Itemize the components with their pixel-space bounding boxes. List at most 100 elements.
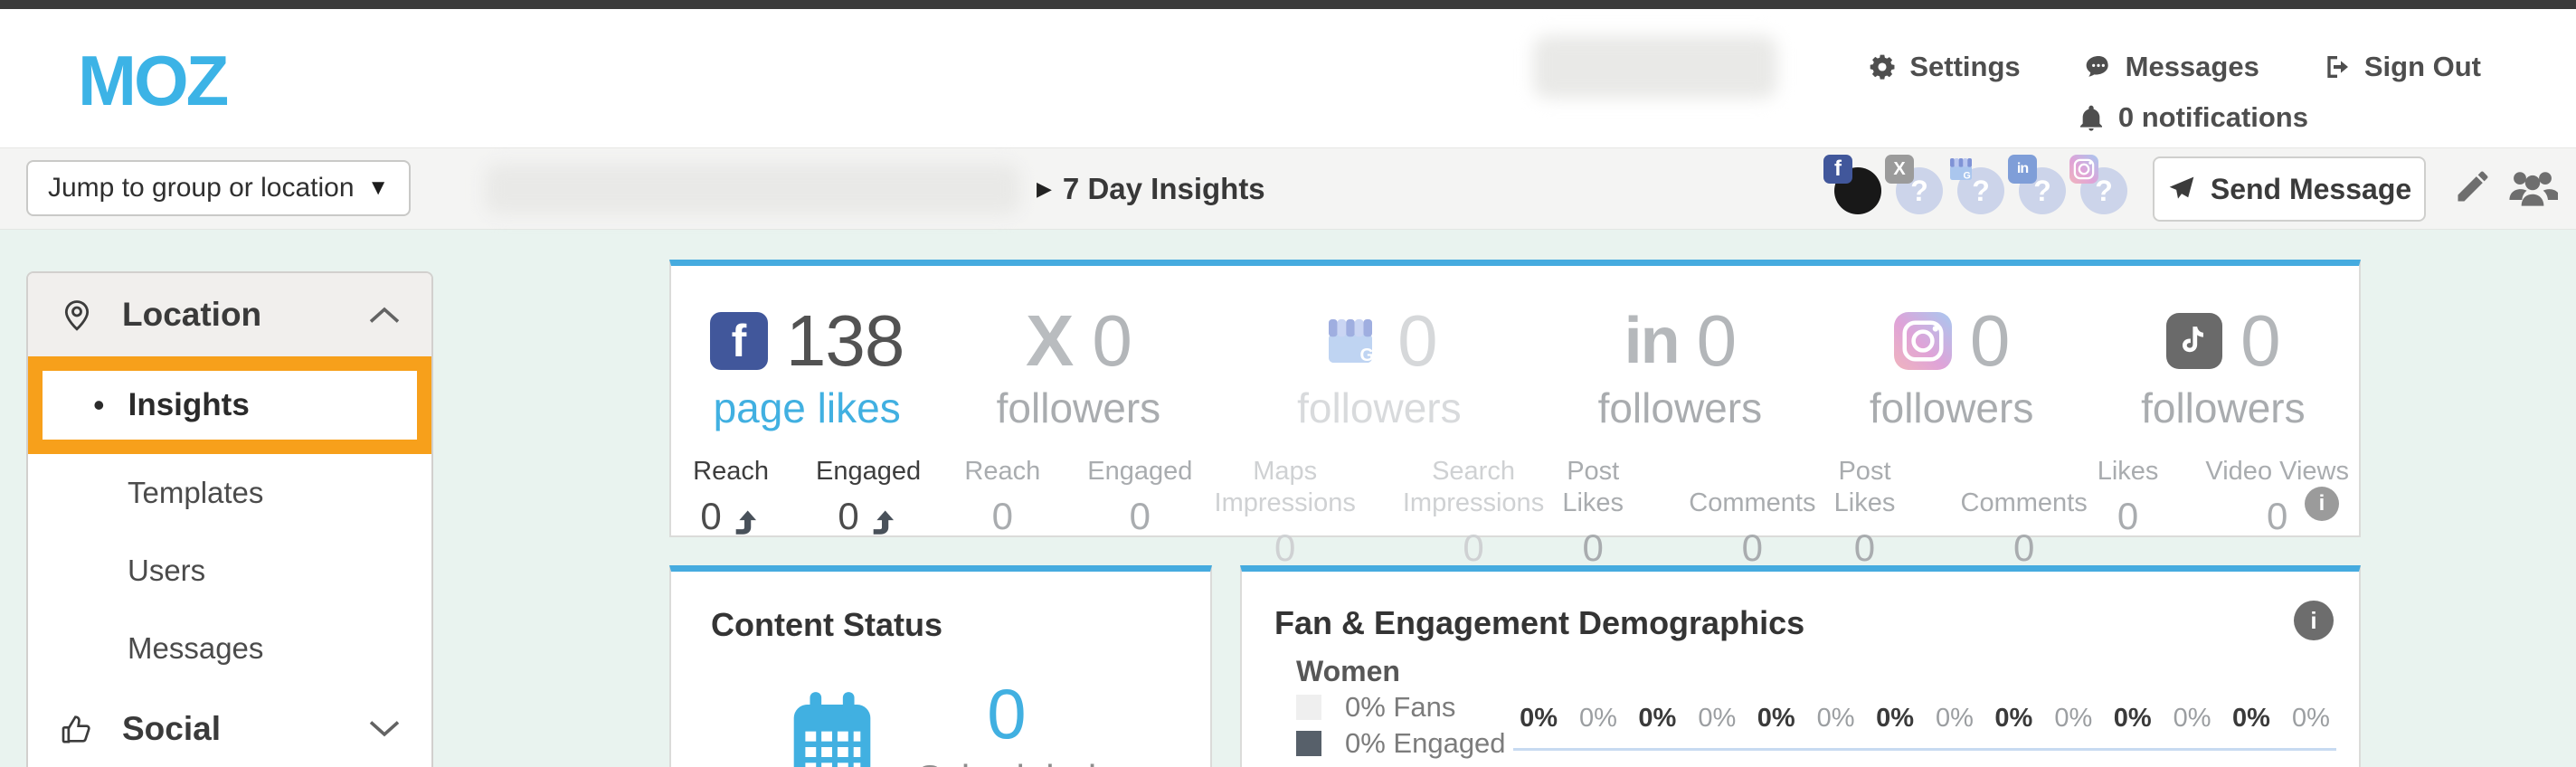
instagram-comments-metric: Comments 0 [1960, 488, 2088, 569]
chevron-up-icon [368, 305, 401, 325]
info-icon[interactable]: i [2305, 487, 2339, 521]
engaged-swatch [1296, 731, 1321, 756]
google-g-letter: G [1359, 346, 1375, 365]
content-status-title: Content Status [711, 606, 942, 643]
instagram-count-label: followers [1869, 384, 2034, 431]
info-icon[interactable]: i [2294, 601, 2334, 640]
google-search-impressions-metric: Search Impressions 0 [1402, 457, 1545, 569]
tiktok-count: 0 [2240, 300, 2280, 381]
sidebar-item-templates[interactable]: Templates [28, 454, 431, 532]
chart-group: 0% 0% [1876, 704, 1974, 733]
tiktok-stat-top: 0 [2166, 300, 2281, 381]
chart-group: 0% 0% [1757, 704, 1855, 733]
linkedin-count: 0 [1696, 300, 1737, 381]
google-metrics: Maps Impressions 0 Search Impressions 0 [1215, 456, 1545, 570]
comment-icon [2084, 52, 2113, 81]
linkedin-unconnected-placeholder: ? [2019, 167, 2066, 214]
insights-highlight: • Insights [28, 356, 431, 454]
demographics-title: Fan & Engagement Demographics [1274, 604, 1805, 641]
x-avatar[interactable]: X ? [1885, 155, 1946, 223]
linkedin-avatar[interactable]: in ? [2008, 155, 2069, 223]
demographics-chart: 0%0% 0%0% 0%0% 0%0% 0%0% 0%0% 0%0% 13-17… [1513, 704, 2336, 767]
send-message-button[interactable]: Send Message [2153, 156, 2426, 222]
chart-group: 0% 0% [2232, 704, 2330, 733]
linkedin-metrics: Post Likes 0 Comments 0 [1544, 456, 1815, 570]
gear-icon [1868, 52, 1897, 81]
jump-to-group-select[interactable]: Jump to group or location ▼ [26, 160, 411, 216]
tiktok-video-views-metric: Video Views 0 [2205, 457, 2349, 537]
messages-label: Messages [2125, 51, 2259, 82]
app-header: MOZ Settings Messages Sign Out [0, 9, 2576, 147]
instagram-avatar[interactable]: ? [2069, 155, 2131, 223]
pencil-icon[interactable] [2453, 166, 2493, 206]
sidebar: Location • Insights Templates Users Mess… [26, 271, 433, 767]
x-stat-top: X 0 [1026, 300, 1132, 381]
linkedin-icon: in [2008, 155, 2037, 184]
google-business-avatar[interactable]: G ? [1946, 155, 2008, 223]
x-engaged-metric: Engaged 0 [1087, 457, 1193, 537]
facebook-metrics: Reach 0 Engaged 0 [693, 456, 921, 538]
age-bucket-label: 35-44 [1870, 762, 1980, 767]
location-toolbar: Jump to group or location ▼ ▶ 7 Day Insi… [0, 147, 2576, 230]
linkedin-stats[interactable]: in 0 followers Post Likes 0 Comments 0 [1544, 266, 1815, 570]
sign-out-icon [2323, 52, 2352, 81]
instagram-metrics: Post Likes 0 Comments 0 [1815, 456, 2088, 570]
window-top-strip [0, 0, 2576, 9]
linkedin-stat-top: in 0 [1624, 300, 1737, 381]
facebook-icon: f [1823, 155, 1852, 184]
moz-logo[interactable]: MOZ [78, 41, 229, 120]
facebook-count: 138 [785, 300, 904, 381]
age-bucket-label: 13-17 [1513, 762, 1624, 767]
x-stats[interactable]: X 0 followers Reach 0 Engaged 0 [942, 266, 1214, 570]
chart-group: 0% 0% [1520, 704, 1617, 733]
sidebar-item-users[interactable]: Users [28, 532, 431, 610]
facebook-icon: f [709, 312, 768, 370]
insights-breadcrumb-label: 7 Day Insights [1062, 172, 1265, 205]
header-nav: Settings Messages Sign Out [1533, 35, 2481, 99]
platform-avatars: f X ? G ? in ? ? [1823, 155, 2131, 223]
linkedin-count-label: followers [1597, 384, 1763, 431]
demographics-card: Fan & Engagement Demographics i Women 0%… [1240, 565, 2361, 767]
facebook-count-label: page likes [713, 384, 901, 431]
x-metrics: Reach 0 Engaged 0 [964, 456, 1192, 538]
sidebar-item-messages[interactable]: Messages [28, 610, 431, 687]
seven-day-insights-link[interactable]: ▶ 7 Day Insights [1037, 148, 1265, 230]
paper-plane-icon [2169, 176, 2194, 199]
location-section-label: Location [122, 296, 262, 333]
demographics-group-label: Women [1296, 655, 1400, 687]
settings-label: Settings [1909, 51, 2021, 82]
instagram-stat-top: 0 [1893, 300, 2010, 381]
trend-up-arrow-icon [868, 507, 899, 538]
active-bullet-icon: • [93, 386, 105, 423]
fans-legend-label: 0% Fans [1345, 691, 1456, 723]
sidebar-item-insights[interactable]: • Insights [43, 371, 417, 440]
engaged-legend-label: 0% Engaged [1345, 727, 1506, 759]
content-status-body: 0 Scheduled [671, 673, 1210, 767]
social-section-label: Social [122, 710, 221, 747]
sidebar-section-social[interactable]: Social [28, 687, 431, 767]
age-bucket-label: 65+ [2226, 762, 2336, 767]
chart-value-labels: 0% 0% 0% 0% 0% 0% 0% 0% 0% 0% 0% 0% 0% 0% [1513, 704, 2336, 734]
facebook-stat-top: f 138 [709, 300, 904, 381]
legend-engaged: 0% Engaged [1296, 727, 1506, 760]
instagram-stats[interactable]: 0 followers Post Likes 0 Comments 0 [1815, 266, 2088, 570]
fans-swatch [1296, 695, 1321, 720]
facebook-stats[interactable]: f 138 page likes Reach 0 Engaged 0 [671, 266, 942, 570]
sidebar-section-location[interactable]: Location [28, 273, 431, 356]
age-bucket-label: 25-34 [1751, 762, 1861, 767]
notifications-status[interactable]: 0 notifications [2077, 101, 2308, 134]
chart-categories: 13-17 18-24 25-34 35-44 45-54 55-64 65+ [1513, 762, 2336, 767]
tiktok-stats[interactable]: 0 followers Likes 0 Video Views 0 [2088, 266, 2359, 570]
people-icon[interactable] [2507, 166, 2561, 208]
google-business-stats[interactable]: G 0 followers Maps Impressions 0 Search … [1215, 266, 1545, 570]
facebook-avatar[interactable]: f [1823, 155, 1885, 223]
settings-link[interactable]: Settings [1868, 51, 2021, 83]
chevron-down-icon [368, 719, 401, 739]
sign-out-link[interactable]: Sign Out [2323, 51, 2481, 83]
instagram-post-likes-metric: Post Likes 0 [1833, 457, 1896, 569]
messages-link[interactable]: Messages [2084, 51, 2259, 83]
google-count-label: followers [1297, 384, 1462, 431]
age-bucket-label: 18-24 [1632, 762, 1742, 767]
chart-group: 0% 0% [1638, 704, 1737, 733]
x-axis-line [1513, 748, 2336, 751]
